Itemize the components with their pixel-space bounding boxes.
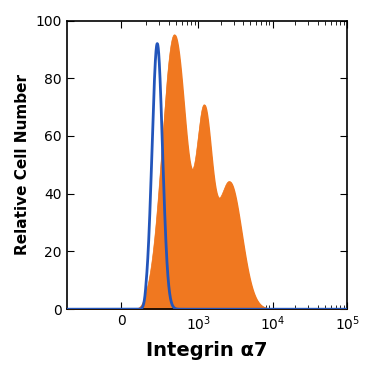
X-axis label: Integrin α7: Integrin α7 bbox=[146, 341, 268, 360]
Y-axis label: Relative Cell Number: Relative Cell Number bbox=[15, 74, 30, 255]
